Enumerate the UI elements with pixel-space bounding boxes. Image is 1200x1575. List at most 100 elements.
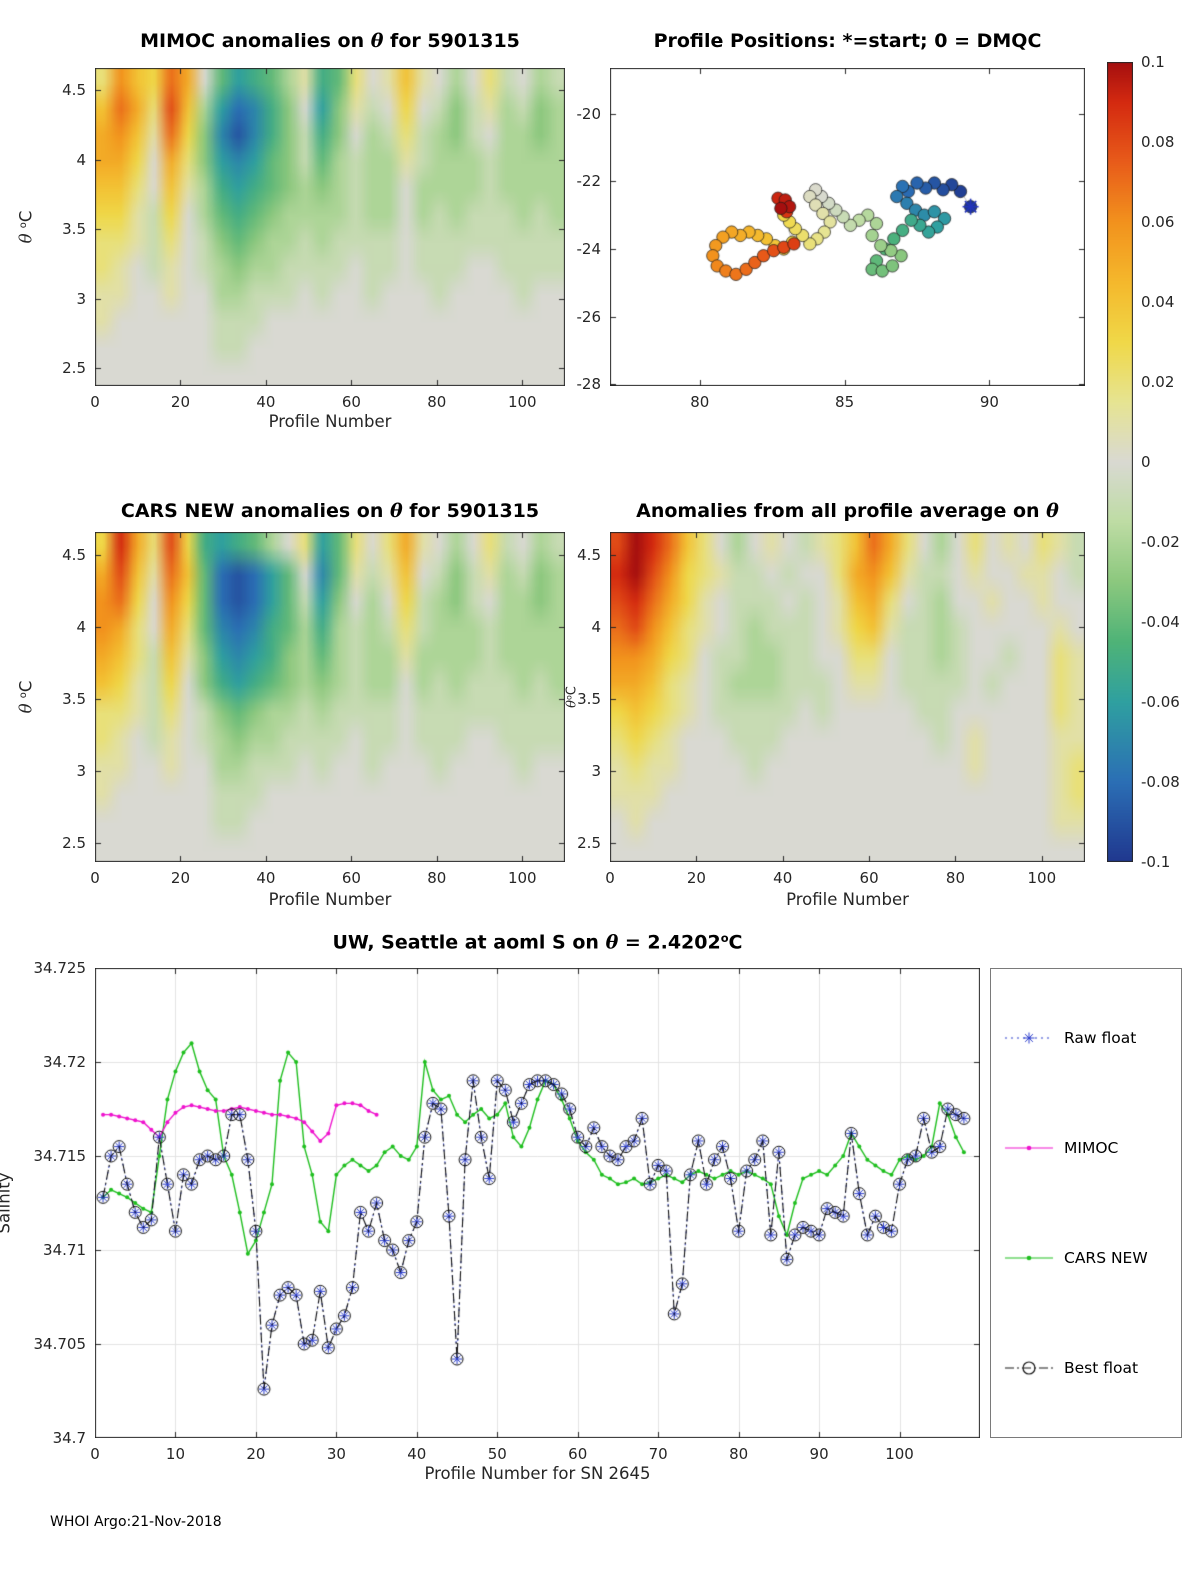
tick-label: -0.02 — [1141, 533, 1180, 551]
title-text: UW, Seattle at aoml S on — [332, 931, 606, 954]
tick-label: 0 — [90, 393, 100, 411]
title-text: CARS NEW anomalies on — [120, 500, 390, 522]
tick-label: 34.72 — [43, 1053, 86, 1071]
tick-label: 0 — [1141, 453, 1151, 471]
degree-superscript: o — [18, 222, 30, 229]
tick-label: 90 — [979, 393, 999, 411]
legend-marker-cars-new — [1003, 1246, 1055, 1270]
degree-superscript: o — [720, 931, 729, 945]
tick-label: 0.08 — [1141, 133, 1175, 151]
colorbar-canvas — [1107, 62, 1133, 862]
legend-label: Raw float — [1064, 1029, 1137, 1047]
tick-label: 20 — [170, 393, 190, 411]
tick-label: 80 — [427, 869, 447, 887]
tick-label: 4 — [76, 618, 86, 637]
tick-label: 80 — [427, 393, 447, 411]
axis-label-text: Salinity — [0, 1172, 14, 1234]
tick-label: 100 — [885, 1445, 914, 1463]
tick-label: 0 — [90, 1445, 100, 1463]
tick-label: 0 — [605, 869, 615, 887]
tick-label: -20 — [576, 104, 602, 123]
tick-label: 100 — [1027, 869, 1057, 887]
positions-title: Profile Positions: *=start; 0 = DMQC — [653, 30, 1042, 52]
theta-symbol: θ — [16, 233, 36, 244]
profile-positions-canvas — [610, 68, 1085, 386]
tick-label: 60 — [341, 393, 361, 411]
tick-label: 0.06 — [1141, 213, 1175, 231]
tick-label: -0.08 — [1141, 773, 1180, 791]
allavg-xlabel: Profile Number — [610, 890, 1085, 909]
tick-label: 40 — [773, 869, 793, 887]
legend-marker-best-float — [1003, 1356, 1055, 1380]
tick-label: 50 — [487, 1445, 507, 1463]
tick-label: 4 — [76, 150, 86, 169]
tick-label: 34.715 — [33, 1147, 87, 1165]
tick-label: 40 — [256, 869, 276, 887]
tick-label: 100 — [507, 869, 537, 887]
tick-label: -26 — [576, 307, 602, 326]
mimoc-xlabel: Profile Number — [95, 412, 565, 431]
tick-label: 2.5 — [62, 358, 86, 377]
tick-label: 34.7 — [52, 1429, 86, 1447]
tick-label: 3 — [591, 762, 601, 781]
tick-label: 0.04 — [1141, 293, 1175, 311]
tick-label: 4.5 — [62, 81, 86, 100]
tick-label: -24 — [576, 239, 602, 258]
title-text: MIMOC anomalies on — [140, 30, 371, 52]
legend-marker-raw-float — [1003, 1026, 1055, 1050]
legend-item-raw-float: Raw float — [991, 1026, 1181, 1050]
mimoc-title: MIMOC anomalies on θ for 5901315 — [95, 30, 565, 52]
title-text: for 5901315 — [402, 500, 540, 522]
legend-item-best-float: Best float — [991, 1356, 1181, 1380]
tick-label: 60 — [859, 869, 879, 887]
degree-superscript: o — [564, 695, 574, 701]
tick-label: 20 — [246, 1445, 266, 1463]
title-text: Anomalies from all profile average on — [636, 500, 1047, 522]
tick-label: -0.06 — [1141, 693, 1180, 711]
theta-symbol: θ — [389, 500, 403, 522]
title-text: C — [728, 931, 743, 954]
cars-heatmap-canvas — [95, 532, 565, 862]
legend-label: MIMOC — [1064, 1139, 1119, 1157]
mimoc-heatmap-canvas — [95, 68, 565, 386]
mimoc-ylabel: θ oC — [17, 211, 36, 244]
tick-label: 3 — [76, 762, 86, 781]
tick-label: 30 — [326, 1445, 346, 1463]
tick-label: 60 — [341, 869, 361, 887]
theta-symbol: θ — [605, 931, 619, 954]
tick-label: 90 — [809, 1445, 829, 1463]
axis-label-text: C — [16, 680, 36, 693]
axis-label-text: Profile Number — [786, 890, 909, 909]
tick-label: 60 — [568, 1445, 588, 1463]
title-text: = 2.4202 — [618, 931, 721, 954]
legend-label: Best float — [1064, 1359, 1139, 1377]
tick-label: 4 — [591, 618, 601, 637]
allavg-heatmap-canvas — [610, 532, 1085, 862]
tick-label: 20 — [686, 869, 706, 887]
tick-label: 80 — [729, 1445, 749, 1463]
tick-label: 20 — [170, 869, 190, 887]
legend-label: CARS NEW — [1064, 1249, 1148, 1267]
tick-label: 70 — [648, 1445, 668, 1463]
tick-label: 0.1 — [1141, 53, 1165, 71]
tick-label: -0.04 — [1141, 613, 1180, 631]
footer-text: WHOI Argo:21-Nov-2018 — [50, 1514, 222, 1530]
allavg-title: Anomalies from all profile average on θ — [600, 500, 1095, 522]
degree-superscript: o — [18, 692, 30, 699]
tick-label: 34.705 — [33, 1335, 87, 1353]
theta-symbol: θ — [370, 30, 384, 52]
legend: Raw float MIMOC CARS NEW Best float — [990, 968, 1182, 1438]
title-text: for 5901315 — [383, 30, 520, 52]
legend-marker-mimoc — [1003, 1136, 1055, 1160]
salinity-title: UW, Seattle at aoml S on θ = 2.4202oC — [95, 931, 980, 953]
tick-label: 80 — [690, 393, 710, 411]
salinity-chart-canvas — [95, 968, 980, 1438]
cars-ylabel: θ oC — [17, 681, 36, 714]
tick-label: 100 — [507, 393, 537, 411]
tick-label: 3.5 — [62, 220, 86, 239]
tick-label: 34.71 — [43, 1241, 86, 1259]
tick-label: 34.725 — [33, 959, 87, 977]
tick-label: 10 — [165, 1445, 185, 1463]
tick-label: 2.5 — [577, 834, 601, 853]
